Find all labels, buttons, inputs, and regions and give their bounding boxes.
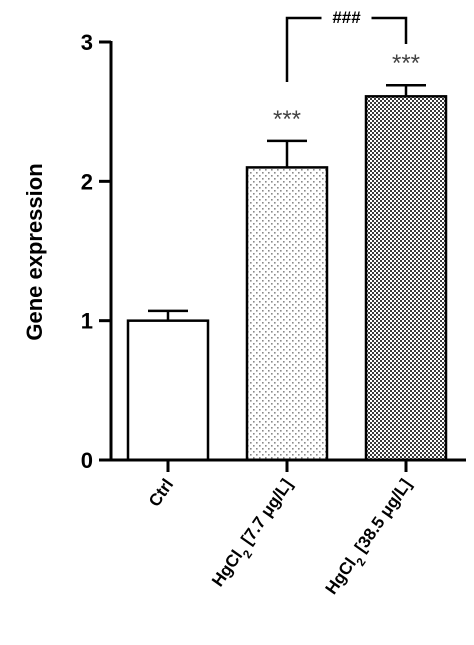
comparison-label: ### bbox=[332, 8, 361, 27]
y-tick-label: 1 bbox=[81, 309, 93, 334]
annotations: *** *** ### bbox=[273, 8, 420, 133]
bar bbox=[245, 166, 329, 462]
y-axis: 0 1 2 3 bbox=[81, 30, 113, 473]
y-tick-label: 3 bbox=[81, 30, 93, 55]
x-tick-label: HgCl2 [7.7 μg/L] bbox=[208, 475, 301, 593]
comparison-bracket-right bbox=[371, 16, 408, 44]
significance-marker: *** bbox=[273, 106, 301, 133]
comparison-bracket-left bbox=[285, 16, 322, 82]
y-tick-label: 2 bbox=[81, 169, 93, 194]
y-tick-label: 0 bbox=[81, 448, 93, 473]
bar bbox=[126, 319, 210, 462]
x-axis: Ctrl HgCl2 [7.7 μg/L]HgCl2 [38.5 μg/L] bbox=[110, 458, 466, 601]
y-axis-label: Gene expression bbox=[22, 163, 47, 340]
x-tick-label: HgCl2 [38.5 μg/L] bbox=[322, 475, 421, 601]
x-tick-label: Ctrl bbox=[145, 475, 177, 510]
significance-marker: *** bbox=[392, 50, 420, 77]
bar bbox=[364, 95, 448, 462]
bars bbox=[126, 83, 448, 462]
